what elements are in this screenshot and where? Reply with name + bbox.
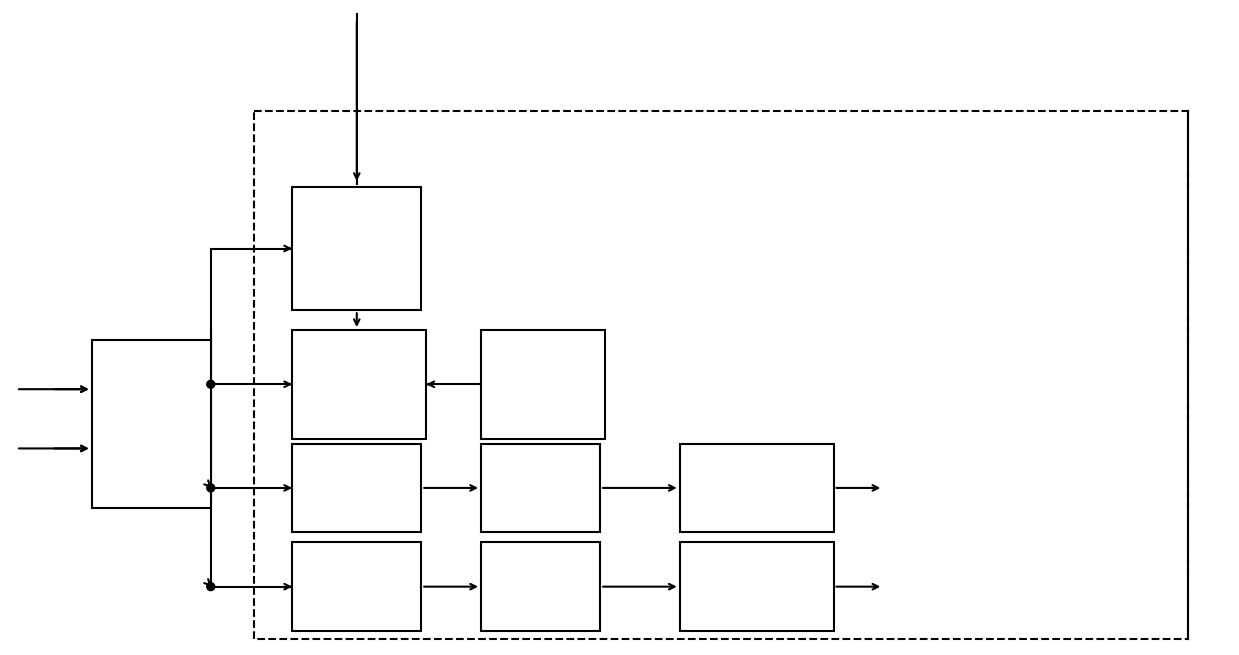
Bar: [292, 187, 421, 310]
Bar: [680, 443, 834, 533]
Circle shape: [207, 381, 214, 388]
Bar: [292, 542, 421, 631]
Bar: [481, 330, 605, 439]
Bar: [680, 542, 834, 631]
Bar: [254, 111, 1188, 639]
Circle shape: [207, 484, 214, 492]
Bar: [292, 330, 426, 439]
Bar: [92, 340, 211, 508]
Bar: [292, 443, 421, 533]
Circle shape: [207, 583, 214, 591]
Bar: [481, 443, 600, 533]
Bar: [481, 542, 600, 631]
